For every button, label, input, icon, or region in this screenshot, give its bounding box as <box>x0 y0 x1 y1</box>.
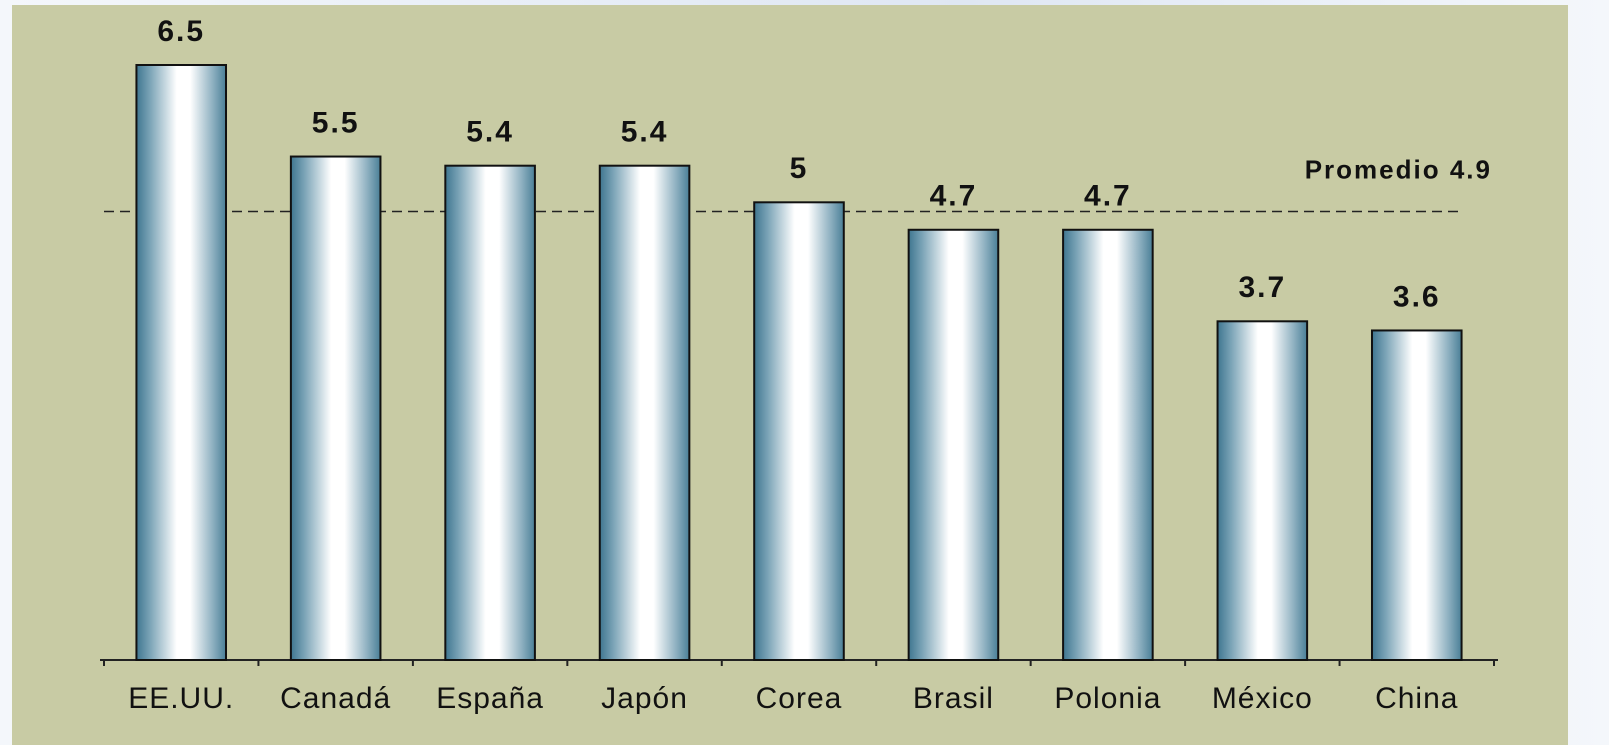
bar <box>1216 320 1309 661</box>
value-label: 4.7 <box>1084 180 1132 213</box>
x-tick-label: Canadá <box>280 682 391 715</box>
x-tick-label: EE.UU. <box>128 682 234 715</box>
x-tick-label: China <box>1375 682 1458 715</box>
x-tick-label: España <box>436 682 544 715</box>
value-label: 5.4 <box>466 116 514 149</box>
bar <box>135 64 228 661</box>
bar <box>289 155 382 662</box>
bar <box>598 164 691 661</box>
value-label: 3.7 <box>1238 271 1286 304</box>
x-tick-label: Polonia <box>1054 682 1161 715</box>
bar <box>907 228 1000 661</box>
bar <box>753 201 845 662</box>
bar <box>444 164 536 661</box>
reference-label: Promedio 4.9 <box>1305 154 1492 184</box>
value-label: 3.6 <box>1393 280 1441 313</box>
x-tick-label: Brasil <box>913 682 994 715</box>
value-label: 5.5 <box>312 106 360 139</box>
x-tick-label: Japón <box>601 682 688 715</box>
bar <box>1062 228 1154 661</box>
value-label: 6.5 <box>157 15 205 48</box>
bar <box>1370 329 1463 661</box>
value-label: 5 <box>790 152 809 185</box>
x-tick-label: Corea <box>756 682 843 715</box>
value-label: 5.4 <box>621 116 669 149</box>
x-tick-label: México <box>1212 682 1313 715</box>
value-label: 4.7 <box>930 180 978 213</box>
